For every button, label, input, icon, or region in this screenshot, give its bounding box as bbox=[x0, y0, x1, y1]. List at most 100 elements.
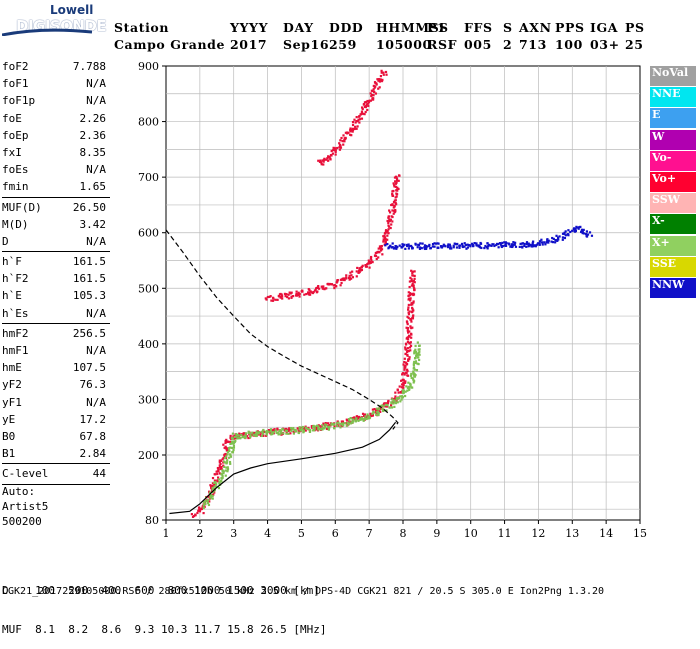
trace-point bbox=[411, 282, 414, 285]
trace-point bbox=[385, 231, 388, 234]
trace-point bbox=[413, 274, 416, 278]
trace-point bbox=[361, 412, 365, 415]
param-value: 2.84 bbox=[79, 447, 107, 461]
trace-point bbox=[386, 402, 390, 405]
trace-point bbox=[538, 243, 541, 246]
trace-point bbox=[391, 242, 394, 245]
trace-point bbox=[355, 127, 358, 130]
y-tick-label: 800 bbox=[138, 116, 159, 129]
trace-point bbox=[303, 293, 306, 296]
trace-point bbox=[224, 439, 227, 443]
trace-point bbox=[590, 234, 594, 237]
trace-point bbox=[247, 430, 250, 433]
trace-point bbox=[532, 240, 535, 243]
logo-swoosh bbox=[2, 28, 92, 36]
trace-point bbox=[394, 180, 397, 183]
trace-point bbox=[359, 269, 362, 272]
trace-point bbox=[412, 309, 415, 312]
trace-point bbox=[582, 228, 585, 231]
trace-point bbox=[315, 427, 319, 430]
trace-point bbox=[321, 428, 324, 431]
trace-point bbox=[414, 344, 417, 348]
trace-point bbox=[387, 215, 390, 218]
param-value: 17.2 bbox=[79, 412, 107, 426]
trace-point bbox=[342, 278, 345, 282]
trace-point bbox=[338, 148, 342, 151]
trace-point bbox=[406, 386, 410, 390]
trace-point bbox=[219, 462, 222, 466]
param-value: 67.8 bbox=[79, 429, 107, 443]
trace-point bbox=[317, 425, 320, 428]
trace-point bbox=[236, 436, 240, 439]
trace-point bbox=[217, 486, 221, 490]
trace-point bbox=[371, 89, 374, 92]
trace-point bbox=[355, 418, 358, 421]
trace-point bbox=[318, 427, 321, 431]
trace-point bbox=[407, 331, 410, 334]
trace-point bbox=[441, 245, 444, 248]
trace-point bbox=[362, 103, 366, 106]
trace-point bbox=[412, 370, 415, 373]
trace-point bbox=[448, 243, 451, 246]
trace-point bbox=[406, 340, 410, 344]
trace-point bbox=[408, 342, 411, 345]
trace-point bbox=[211, 476, 215, 480]
trace-point bbox=[358, 121, 361, 124]
trace-point bbox=[298, 426, 301, 429]
trace-point bbox=[230, 446, 234, 450]
trace-point bbox=[503, 241, 506, 244]
trace-point bbox=[414, 361, 417, 365]
trace-point bbox=[391, 220, 394, 223]
trace-point bbox=[552, 237, 555, 241]
trace-point bbox=[366, 414, 369, 418]
trace-point bbox=[349, 277, 353, 280]
trace-point bbox=[370, 259, 373, 262]
trace-point bbox=[455, 246, 459, 249]
trace-point bbox=[409, 325, 412, 328]
trace-point bbox=[202, 511, 205, 515]
trace-point bbox=[207, 503, 211, 507]
trace-point bbox=[220, 472, 223, 476]
trace-point bbox=[363, 101, 367, 104]
trace-point bbox=[221, 474, 224, 477]
trace-point bbox=[364, 110, 367, 114]
trace-point bbox=[329, 154, 333, 157]
trace-point bbox=[339, 144, 342, 147]
trace-point bbox=[375, 407, 379, 410]
trace-point bbox=[335, 422, 339, 425]
trace-point bbox=[381, 253, 384, 256]
trace-point bbox=[391, 194, 395, 197]
trace-point bbox=[399, 395, 402, 398]
param-name: foF2 bbox=[2, 60, 29, 73]
trace-point bbox=[401, 372, 405, 375]
legend-item-nne: NNE bbox=[650, 87, 696, 108]
trace-point bbox=[359, 113, 363, 116]
trace-point bbox=[561, 238, 564, 241]
trace-point bbox=[527, 242, 530, 245]
trace-point bbox=[389, 218, 392, 221]
trace-point bbox=[371, 412, 374, 415]
trace-point bbox=[326, 427, 329, 431]
trace-point bbox=[388, 218, 391, 221]
trace-point bbox=[392, 206, 395, 209]
muf-row: MUF 8.1 8.2 8.6 9.3 10.3 11.7 15.8 26.5 … bbox=[2, 623, 327, 636]
trace-point bbox=[394, 395, 397, 398]
trace-point bbox=[413, 350, 416, 353]
trace-point bbox=[512, 243, 515, 246]
trace-point bbox=[361, 107, 364, 111]
trace-point bbox=[410, 336, 413, 339]
trace-point bbox=[478, 246, 482, 249]
x-tick-label: 10 bbox=[464, 527, 478, 540]
trace-point bbox=[588, 231, 592, 234]
trace-point bbox=[321, 159, 324, 162]
param-value: 7.788 bbox=[72, 60, 106, 73]
trace-point bbox=[329, 157, 332, 160]
trace-point bbox=[407, 311, 410, 314]
trace-point bbox=[407, 243, 410, 247]
trace-point bbox=[224, 447, 227, 450]
trace-point bbox=[330, 422, 333, 425]
header-row2-cell: 713 bbox=[519, 37, 547, 52]
trace-point bbox=[322, 163, 325, 166]
trace-point bbox=[392, 399, 396, 402]
trace-point bbox=[392, 182, 395, 185]
